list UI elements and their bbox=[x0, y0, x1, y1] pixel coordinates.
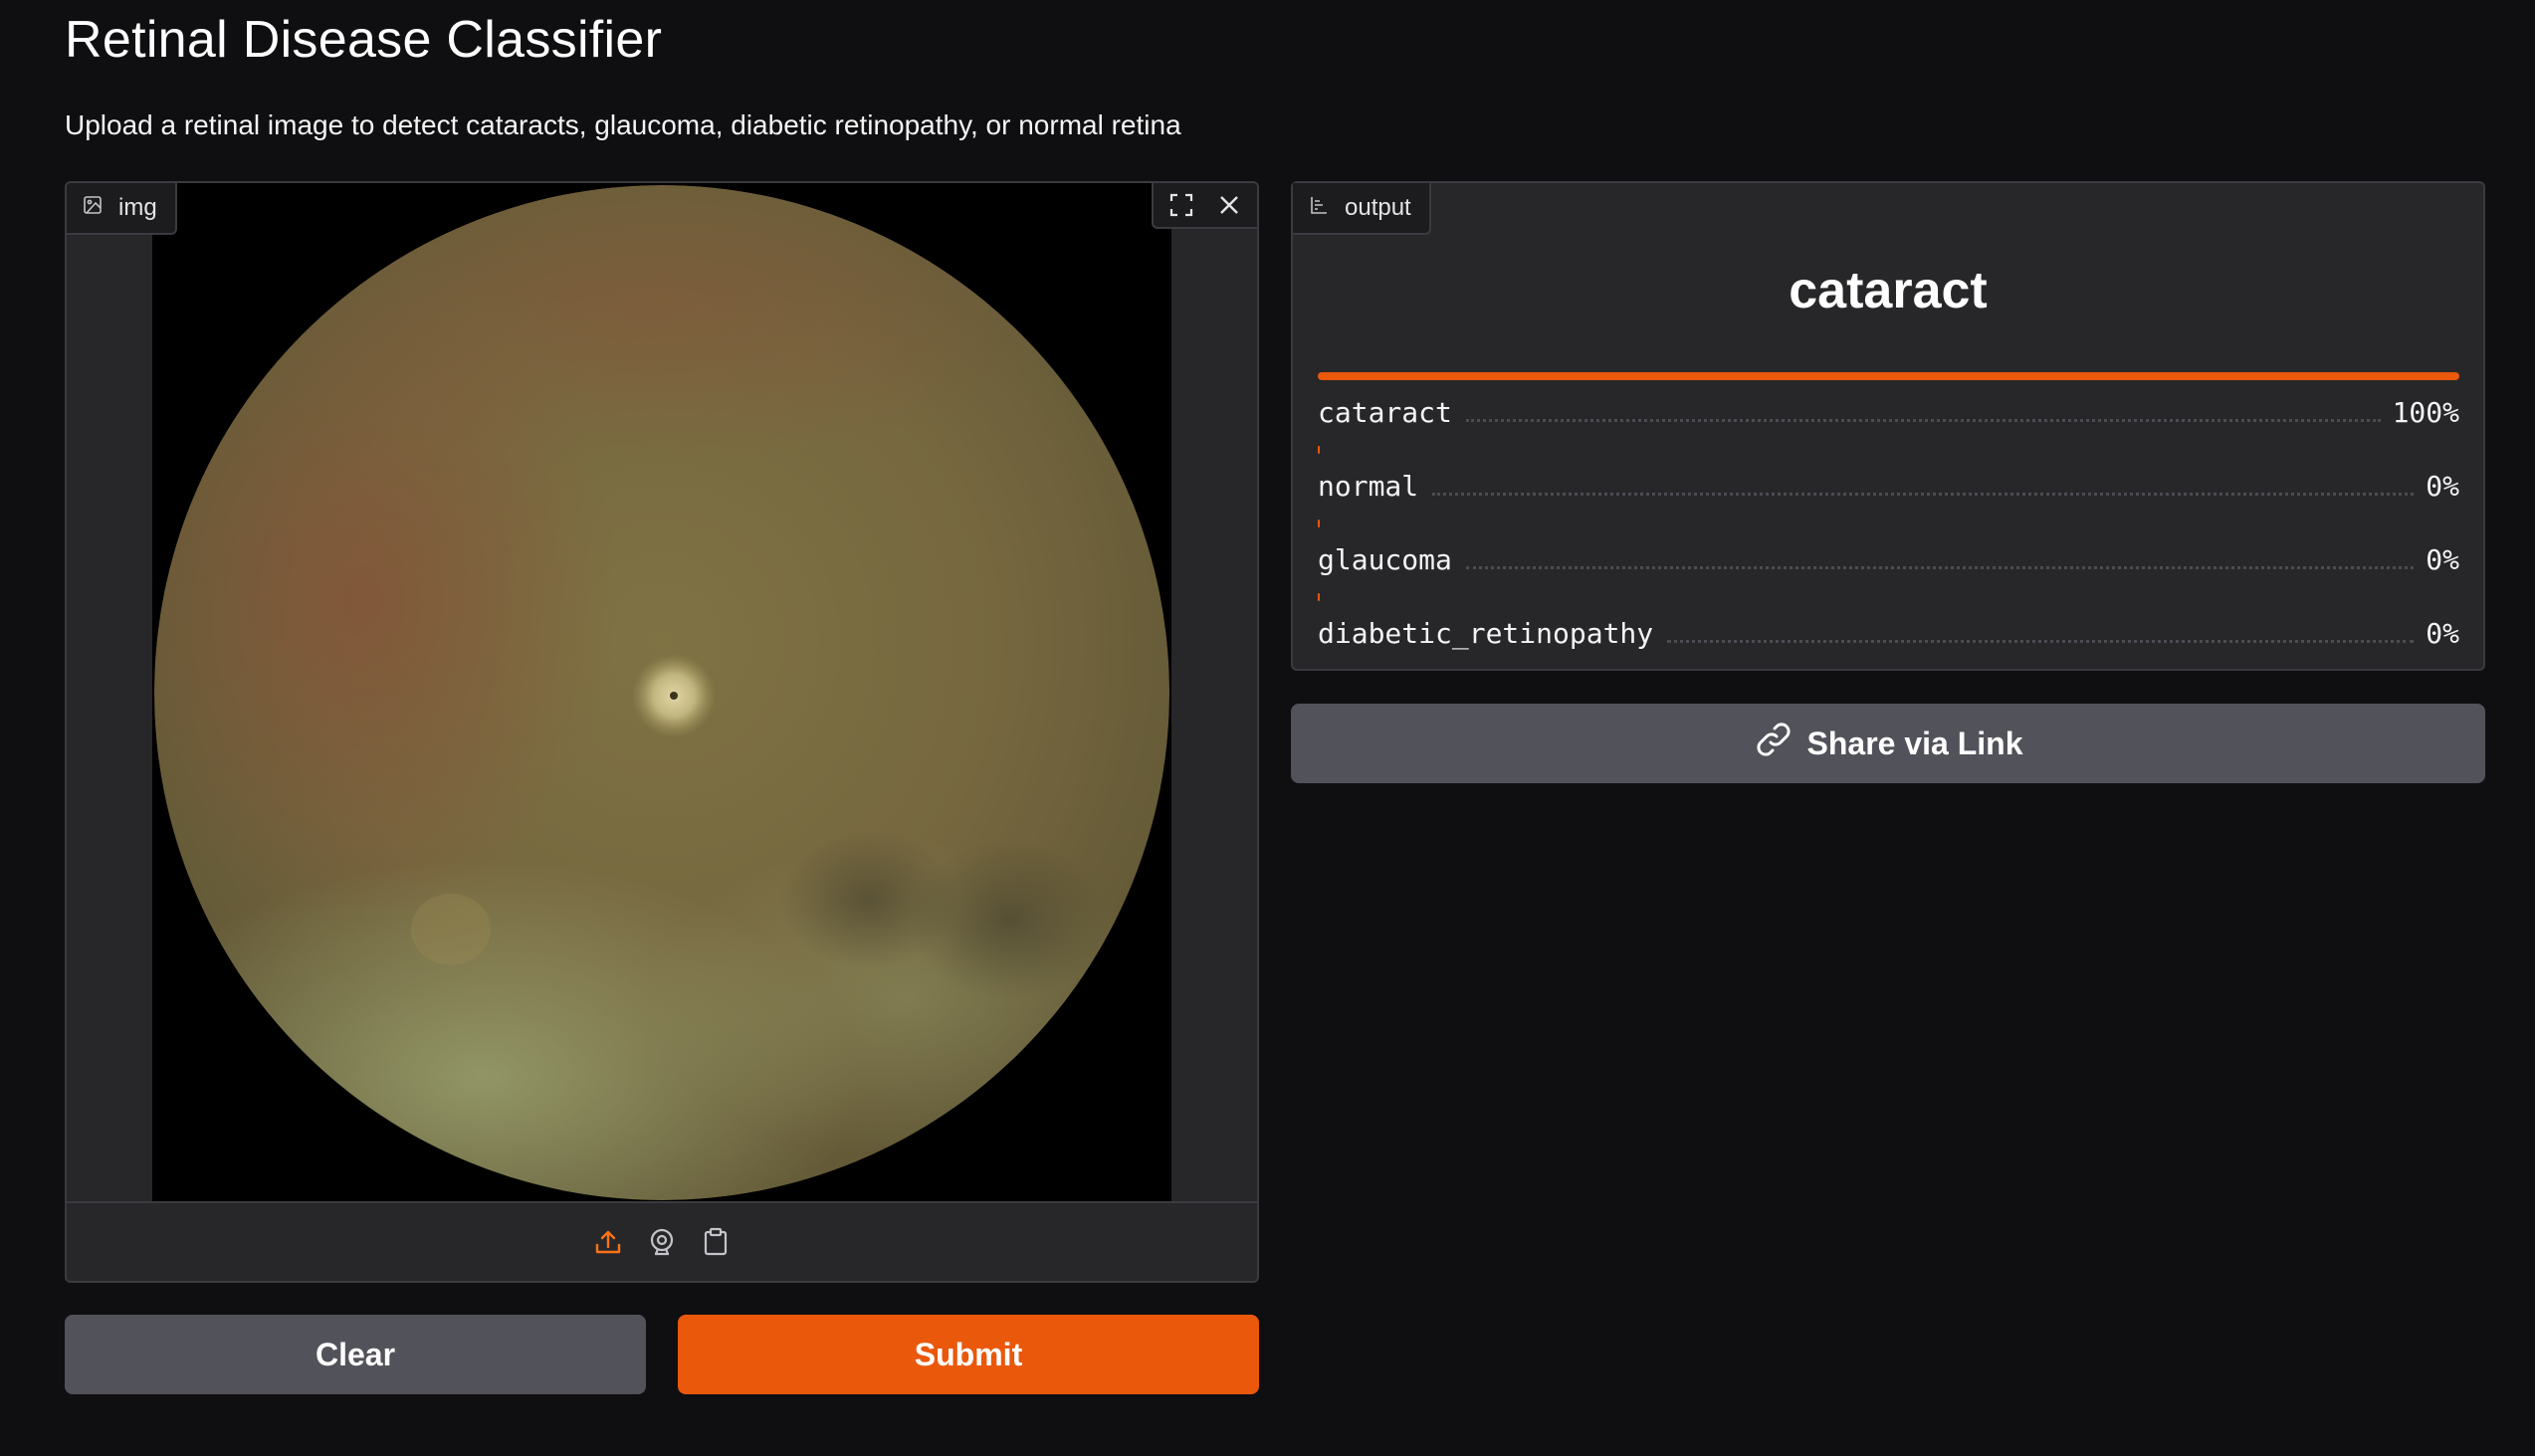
confidence-bar bbox=[1318, 446, 1320, 454]
upload-icon[interactable] bbox=[591, 1225, 625, 1259]
page-description: Upload a retinal image to detect catarac… bbox=[65, 109, 1181, 140]
retinal-fundus-image bbox=[152, 183, 1171, 1203]
image-preview-area[interactable] bbox=[67, 183, 1257, 1203]
dotted-leader bbox=[1667, 640, 2415, 643]
image-input-panel[interactable]: img bbox=[65, 181, 1259, 1283]
confidence-value: 0% bbox=[2426, 543, 2459, 576]
confidence-value: 0% bbox=[2426, 470, 2459, 503]
fullscreen-icon[interactable] bbox=[1160, 185, 1203, 225]
share-button[interactable]: Share via Link bbox=[1291, 704, 2485, 783]
input-label: img bbox=[118, 194, 157, 221]
share-label: Share via Link bbox=[1806, 725, 2023, 761]
input-label-badge: img bbox=[67, 183, 177, 235]
confidence-bar bbox=[1318, 593, 1320, 601]
output-label: output bbox=[1345, 194, 1411, 221]
confidence-item: diabetic_retinopathy 0% bbox=[1318, 593, 2459, 667]
confidence-item: glaucoma 0% bbox=[1318, 520, 2459, 593]
link-icon bbox=[1754, 720, 1794, 767]
dotted-leader bbox=[1465, 566, 2415, 569]
top-prediction: cataract bbox=[1789, 262, 1988, 319]
image-source-toolbar bbox=[67, 1201, 1257, 1281]
clear-button[interactable]: Clear bbox=[65, 1315, 646, 1394]
close-icon[interactable] bbox=[1207, 185, 1251, 225]
confidence-label: glaucoma bbox=[1318, 543, 1452, 576]
confidence-bar bbox=[1318, 372, 2459, 380]
dotted-leader bbox=[1465, 419, 2381, 422]
page-title: Retinal Disease Classifier bbox=[65, 11, 663, 69]
confidence-list: cataract 100% normal 0% glaucoma 0% bbox=[1318, 372, 2459, 667]
confidence-bar bbox=[1318, 520, 1320, 527]
webcam-icon[interactable] bbox=[645, 1225, 679, 1259]
label-chart-icon bbox=[1309, 194, 1329, 222]
confidence-value: 100% bbox=[2392, 396, 2459, 429]
output-panel: output cataract cataract 100% normal 0% bbox=[1291, 181, 2485, 671]
confidence-label: diabetic_retinopathy bbox=[1318, 617, 1654, 650]
output-label-badge: output bbox=[1293, 183, 1431, 235]
image-controls bbox=[1152, 183, 1257, 229]
confidence-label: cataract bbox=[1318, 396, 1452, 429]
submit-button[interactable]: Submit bbox=[678, 1315, 1259, 1394]
clipboard-icon[interactable] bbox=[699, 1225, 733, 1259]
confidence-item: cataract 100% bbox=[1318, 372, 2459, 446]
confidence-value: 0% bbox=[2426, 617, 2459, 650]
confidence-item: normal 0% bbox=[1318, 446, 2459, 520]
image-icon bbox=[83, 194, 103, 222]
dotted-leader bbox=[1432, 493, 2415, 496]
confidence-label: normal bbox=[1318, 470, 1419, 503]
